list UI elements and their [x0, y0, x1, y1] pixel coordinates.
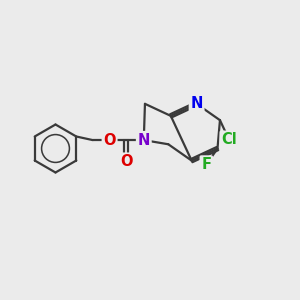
Text: Cl: Cl	[221, 132, 237, 147]
Text: O: O	[103, 133, 116, 148]
Text: N: N	[190, 96, 203, 111]
Text: F: F	[201, 157, 211, 172]
Text: O: O	[120, 154, 133, 169]
Text: N: N	[138, 133, 150, 148]
